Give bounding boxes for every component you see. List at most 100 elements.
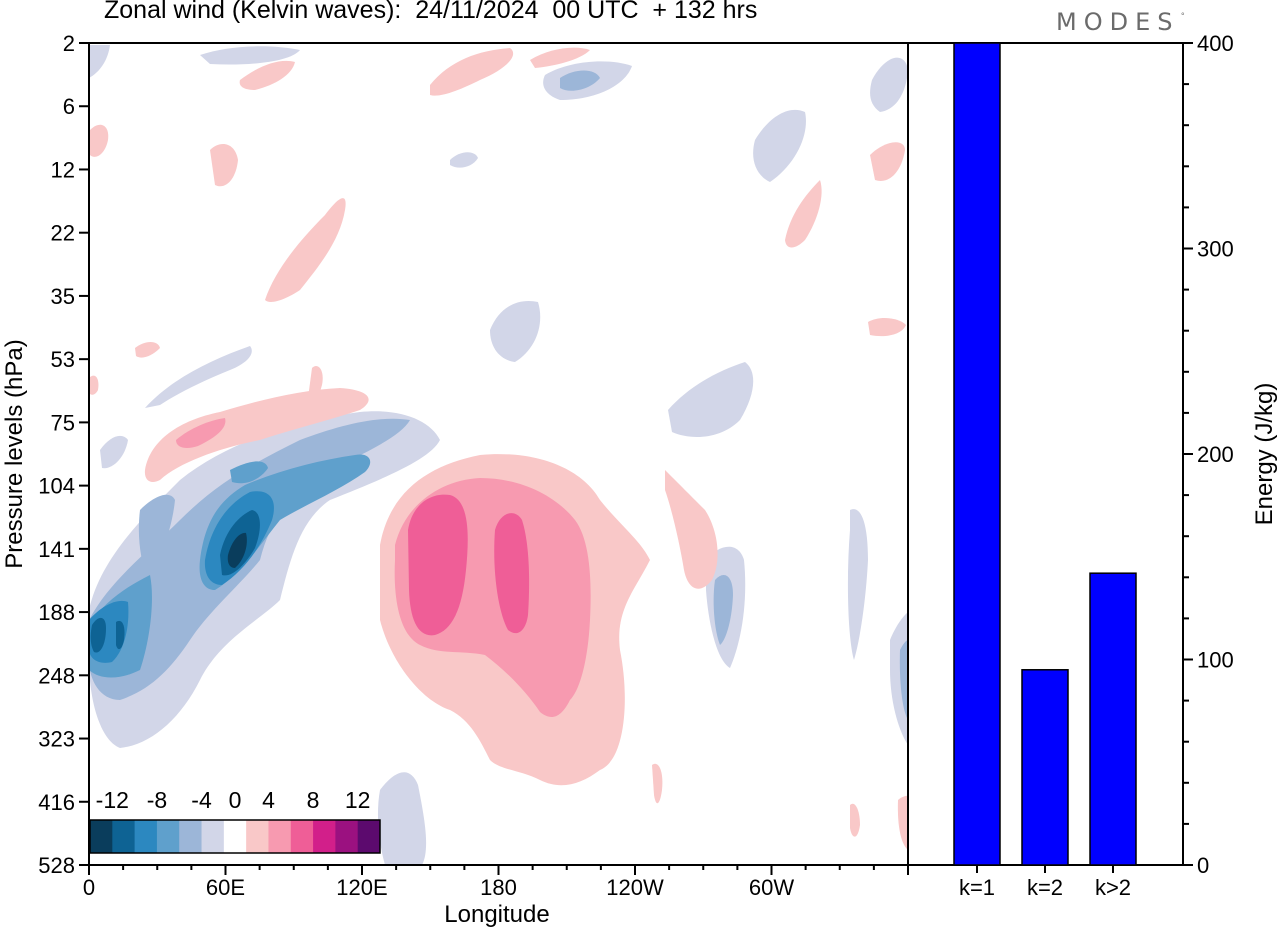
westerly-region bbox=[135, 342, 160, 358]
energy-bar bbox=[953, 42, 1001, 866]
westerly-region bbox=[785, 180, 822, 248]
colorbar-swatch bbox=[156, 820, 180, 853]
x-axis-title: Longitude bbox=[444, 901, 549, 928]
colorbar-label: -8 bbox=[147, 787, 167, 813]
y-tick-label: 2 bbox=[63, 31, 75, 56]
y-tick-label: 248 bbox=[38, 663, 75, 688]
category-label: k=1 bbox=[959, 875, 995, 900]
y-tick-label: 6 bbox=[63, 94, 75, 119]
colorbar-label: -12 bbox=[96, 787, 129, 813]
easterly-region bbox=[450, 152, 478, 168]
y-tick-label: 528 bbox=[38, 853, 75, 878]
y-tick-label: 416 bbox=[38, 790, 75, 815]
wind-field bbox=[89, 45, 908, 865]
westerly-region bbox=[530, 47, 590, 68]
energy-tick-label: 0 bbox=[1197, 853, 1209, 878]
easterly-region bbox=[100, 435, 128, 469]
westerly-region bbox=[265, 198, 346, 302]
colorbar-swatch bbox=[357, 820, 381, 853]
pressure-axis: 2 6 12 22 35 53 75 104 141 188 248 323 416 528 bbox=[38, 31, 89, 878]
colorbar-label: -4 bbox=[191, 787, 212, 813]
westerly-region bbox=[308, 365, 323, 402]
y-tick-label: 323 bbox=[38, 727, 75, 752]
energy-tick-label: 400 bbox=[1197, 31, 1234, 56]
westerly-region bbox=[430, 48, 514, 96]
colorbar-labels: -12 -8 -4 0 4 8 12 bbox=[96, 787, 371, 813]
y-tick-label: 53 bbox=[51, 347, 75, 372]
easterly-region bbox=[490, 300, 541, 362]
x-tick-label: 120E bbox=[336, 875, 387, 900]
brand-logo: MODES bbox=[1056, 8, 1180, 36]
easterly-region bbox=[899, 640, 908, 720]
easterly-region bbox=[870, 57, 908, 112]
energy-tick-label: 100 bbox=[1197, 648, 1234, 673]
category-label: k=2 bbox=[1027, 875, 1063, 900]
energy-tick-label: 300 bbox=[1197, 237, 1234, 262]
colorbar-swatch bbox=[201, 820, 225, 853]
easterly-region bbox=[847, 509, 868, 660]
easterly-region bbox=[713, 575, 733, 645]
category-label: k>2 bbox=[1095, 875, 1131, 900]
colorbar-swatch bbox=[313, 820, 336, 853]
westerly-region bbox=[870, 142, 905, 181]
westerly-region bbox=[89, 375, 99, 395]
westerly-region bbox=[239, 60, 295, 90]
x-tick-label: 120W bbox=[606, 875, 664, 900]
energy-axis: 0 100 200 300 400 bbox=[1183, 31, 1234, 878]
easterly-region bbox=[138, 494, 175, 580]
easterly-region bbox=[89, 45, 110, 78]
easterly-core bbox=[227, 532, 247, 568]
westerly-region bbox=[665, 470, 718, 589]
energy-axis-title: Energy (J/kg) bbox=[1251, 383, 1278, 526]
easterly-region bbox=[145, 346, 252, 408]
colorbar-swatch bbox=[134, 820, 158, 853]
westerly-region bbox=[90, 124, 109, 157]
y-tick-label: 141 bbox=[38, 537, 75, 562]
westerly-region bbox=[897, 795, 908, 850]
easterly-core bbox=[116, 620, 125, 650]
y-tick-label: 188 bbox=[38, 600, 75, 625]
westerly-region bbox=[210, 144, 238, 187]
y-tick-label: 104 bbox=[38, 474, 75, 499]
westerly-region bbox=[408, 494, 468, 636]
easterly-region bbox=[89, 411, 440, 748]
energy-category-labels: k=1 k=2 k>2 bbox=[959, 865, 1131, 900]
y-tick-label: 12 bbox=[51, 157, 75, 182]
westerly-region bbox=[850, 803, 860, 837]
x-tick-label: 180 bbox=[480, 875, 517, 900]
x-tick-label: 0 bbox=[83, 875, 95, 900]
chart-title: Zonal wind (Kelvin waves): 24/11/2024 00… bbox=[104, 0, 758, 24]
westerly-region bbox=[144, 388, 369, 482]
easterly-region bbox=[753, 109, 806, 182]
y-tick-label: 75 bbox=[51, 410, 75, 435]
colorbar-swatch bbox=[112, 820, 136, 853]
westerly-region bbox=[652, 763, 663, 804]
brand-mark: ° bbox=[1181, 11, 1185, 21]
longitude-axis: 0 60E 120E 180 120W 60W bbox=[83, 865, 909, 900]
colorbar-swatch bbox=[90, 820, 113, 853]
colorbar-swatch bbox=[268, 820, 292, 853]
colorbar bbox=[89, 819, 381, 854]
westerly-region bbox=[176, 418, 226, 448]
easterly-region bbox=[230, 461, 268, 484]
westerly-region bbox=[868, 318, 906, 337]
energy-bar bbox=[1021, 669, 1069, 866]
colorbar-swatch bbox=[179, 820, 203, 853]
colorbar-label: 4 bbox=[262, 787, 275, 813]
x-tick-label: 60W bbox=[749, 875, 794, 900]
easterly-region bbox=[377, 772, 427, 865]
energy-bars bbox=[953, 42, 1137, 866]
colorbar-swatch bbox=[335, 820, 359, 853]
y-tick-label: 35 bbox=[51, 284, 75, 309]
y-tick-label: 22 bbox=[51, 221, 75, 246]
colorbar-swatch bbox=[290, 820, 314, 853]
colorbar-swatch bbox=[223, 820, 247, 853]
colorbar-swatch bbox=[246, 820, 269, 853]
colorbar-label: 12 bbox=[345, 787, 371, 813]
x-tick-label: 60E bbox=[206, 875, 245, 900]
energy-tick-label: 200 bbox=[1197, 442, 1234, 467]
y-axis-title: Pressure levels (hPa) bbox=[1, 339, 28, 568]
easterly-region bbox=[668, 362, 754, 437]
energy-bar bbox=[1089, 572, 1137, 866]
